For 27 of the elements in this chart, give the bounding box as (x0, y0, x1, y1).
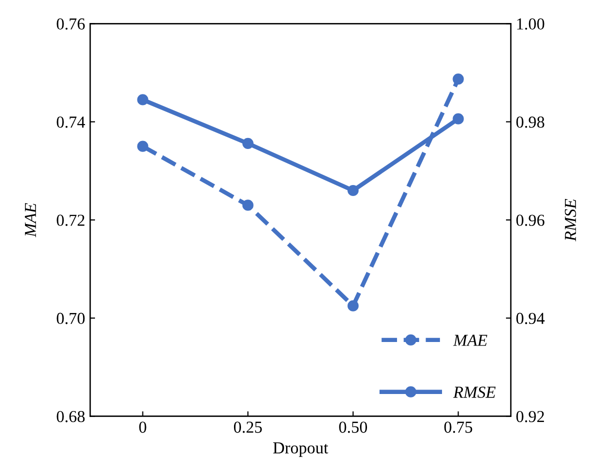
legend-label: MAE (453, 334, 488, 346)
y-tick-label: 0.74 (56, 116, 86, 128)
point (452, 74, 464, 85)
y2-tick-label: 0.94 (516, 312, 545, 324)
point (242, 138, 254, 149)
y2-tick-label: 0.98 (516, 116, 544, 128)
x-tick-label: 0.75 (444, 422, 472, 433)
legend-label: RMSE (453, 386, 496, 398)
point (348, 300, 359, 312)
x-tick-label: 0.25 (234, 422, 262, 433)
y-tick-label: 0.72 (56, 214, 84, 226)
point (137, 94, 148, 106)
point (348, 184, 359, 196)
y2-axis-title: RMSE (564, 198, 576, 242)
y-axis-title: MAE (24, 203, 36, 238)
y2-tick-label: 0.92 (516, 410, 544, 422)
point (452, 113, 464, 124)
x-tick-label: 0 (139, 422, 146, 433)
point (137, 140, 148, 152)
y-tick-label: 0.68 (56, 410, 85, 422)
y2-tick-label: 0.96 (516, 214, 544, 226)
x-tick-label: 0.50 (339, 422, 368, 433)
y2-tick-label: 1.00 (517, 18, 544, 30)
x-axis-title: Dropout (273, 442, 328, 457)
point (242, 200, 254, 211)
y-tick-label: 0.70 (56, 312, 85, 324)
y-tick-label: 0.76 (56, 18, 85, 30)
